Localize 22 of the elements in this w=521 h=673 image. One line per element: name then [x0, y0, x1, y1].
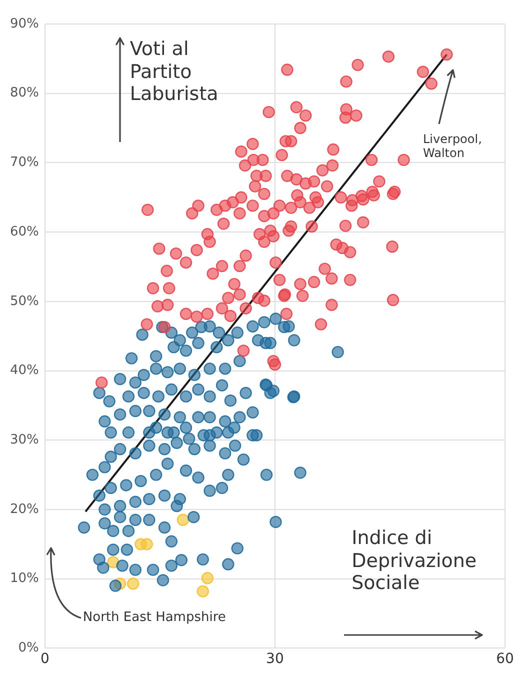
y-tick-label: 30%: [10, 432, 39, 448]
point: [201, 572, 214, 584]
point: [126, 578, 140, 590]
x-tick-label: 60: [496, 651, 514, 668]
y-tick-label: 70%: [10, 155, 39, 170]
x-axis-title: Indice di Deprivazione Sociale: [352, 526, 478, 596]
y-tick-label: 50%: [10, 294, 39, 309]
y-tick-label: 80%: [10, 86, 39, 101]
annotation: Liverpool, Walton: [423, 132, 483, 161]
point: [196, 585, 209, 598]
annotation: North East Hampshire: [82, 610, 227, 626]
y-axis-title: Voti al Partito Laburista: [130, 38, 220, 106]
y-tick-label: 60%: [10, 224, 39, 240]
x-tick-label: 30: [266, 651, 284, 668]
y-tick-label: 20%: [10, 502, 39, 517]
y-tick-label: 10%: [10, 571, 39, 586]
y-tick-label: 90%: [10, 16, 39, 32]
y-tick-label: 0%: [18, 640, 39, 656]
point: [176, 514, 190, 526]
point: [140, 538, 153, 550]
y-tick-label: 40%: [10, 363, 39, 378]
x-tick-label: 0: [40, 651, 50, 668]
